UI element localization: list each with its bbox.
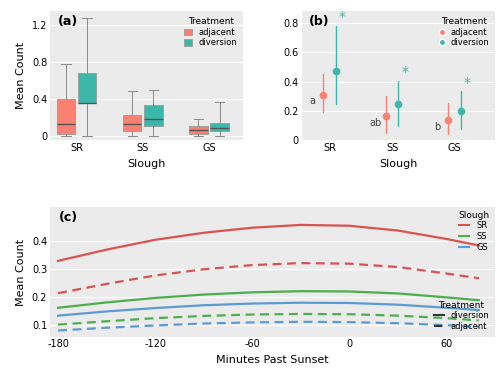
X-axis label: Minutes Past Sunset: Minutes Past Sunset — [216, 355, 329, 365]
PathPatch shape — [189, 127, 208, 134]
PathPatch shape — [78, 73, 96, 103]
Text: (a): (a) — [58, 15, 78, 28]
PathPatch shape — [56, 99, 75, 134]
Text: b: b — [434, 122, 440, 132]
X-axis label: Slough: Slough — [128, 159, 166, 169]
Legend: adjacent, diversion: adjacent, diversion — [182, 15, 240, 49]
Y-axis label: Mean Count: Mean Count — [16, 239, 26, 306]
PathPatch shape — [144, 105, 163, 127]
Text: (c): (c) — [59, 211, 78, 224]
X-axis label: Slough: Slough — [379, 159, 418, 169]
Legend: adjacent, diversion: adjacent, diversion — [438, 15, 491, 49]
Y-axis label: Mean Count: Mean Count — [16, 42, 26, 109]
Text: *: * — [339, 10, 346, 24]
Text: ab: ab — [369, 118, 382, 128]
Text: *: * — [464, 75, 471, 90]
Legend: diversion, adjacent: diversion, adjacent — [432, 299, 491, 333]
Text: *: * — [402, 65, 408, 80]
PathPatch shape — [210, 123, 229, 131]
Text: (b): (b) — [310, 15, 330, 28]
Text: a: a — [310, 96, 316, 106]
PathPatch shape — [123, 115, 142, 131]
